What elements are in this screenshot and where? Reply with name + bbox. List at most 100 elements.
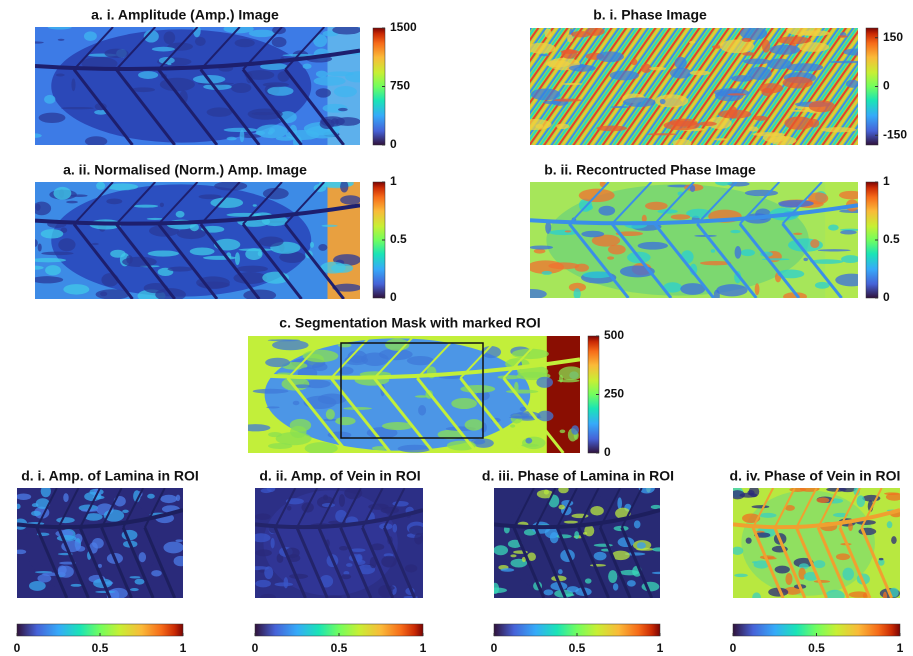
texture-blob (560, 429, 566, 433)
texture-blob (849, 591, 869, 597)
texture-blob (129, 576, 140, 578)
texture-blob (100, 292, 107, 297)
texture-blob (638, 242, 668, 250)
texture-blob (31, 276, 63, 283)
texture-blob (544, 29, 551, 38)
texture-blob (264, 566, 273, 579)
texture-blob (465, 419, 484, 430)
texture-blob (255, 513, 271, 520)
colorbar-tick-label: 0 (491, 641, 498, 655)
texture-blob (214, 181, 247, 190)
texture-blob (714, 290, 720, 302)
texture-blob (527, 43, 556, 54)
texture-blob (334, 86, 357, 97)
texture-blob (345, 71, 371, 82)
texture-blob (838, 35, 848, 37)
texture-blob (745, 190, 778, 197)
panel-image (486, 483, 665, 598)
texture-blob (808, 119, 819, 128)
colorbar-tick-label: 1 (420, 641, 427, 655)
texture-blob (542, 271, 552, 275)
texture-blob (253, 389, 289, 394)
texture-blob (835, 274, 868, 287)
texture-blob (160, 495, 177, 503)
texture-blob (699, 122, 717, 126)
texture-blob (346, 563, 353, 567)
texture-blob (61, 107, 94, 109)
panel-image (518, 25, 869, 147)
texture-blob (565, 230, 572, 232)
texture-blob (271, 538, 275, 549)
texture-blob (249, 30, 275, 38)
texture-blob (778, 200, 814, 207)
texture-blob (195, 37, 206, 46)
colorbar-tick-label: -150 (883, 127, 907, 141)
texture-blob (207, 107, 233, 116)
texture-blob (268, 339, 301, 341)
texture-blob (783, 77, 813, 89)
texture-blob (836, 553, 850, 560)
panel-image (27, 178, 362, 302)
texture-blob (381, 507, 400, 514)
texture-blob (175, 539, 183, 542)
texture-blob (611, 106, 630, 108)
texture-blob (727, 93, 745, 95)
texture-blob (84, 31, 97, 41)
texture-blob (841, 255, 860, 263)
texture-blob (41, 229, 64, 238)
texture-blob (752, 592, 761, 602)
texture-blob (39, 113, 66, 123)
texture-blob (564, 521, 578, 524)
texture-blob (546, 60, 570, 67)
texture-blob (652, 572, 666, 574)
colorbar-tick-label: 1 (390, 174, 397, 188)
texture-blob (106, 198, 122, 204)
colorbar-tick-label: 1500 (390, 20, 417, 34)
texture-blob (846, 80, 859, 88)
texture-blob (147, 218, 164, 220)
texture-blob (879, 558, 884, 560)
texture-blob (92, 243, 99, 245)
texture-blob (109, 588, 128, 599)
texture-blob (335, 417, 355, 425)
texture-blob (732, 547, 744, 555)
texture-blob (634, 520, 641, 528)
texture-blob (550, 532, 559, 543)
texture-blob (71, 584, 82, 587)
texture-blob (32, 239, 38, 247)
panel-title: a. i. Amplitude (Amp.) Image (91, 7, 279, 23)
texture-blob (138, 71, 158, 79)
texture-blob (728, 106, 737, 118)
texture-blob (287, 506, 292, 511)
texture-blob (559, 505, 565, 510)
texture-blob (617, 497, 622, 509)
texture-blob (631, 59, 637, 65)
texture-blob (58, 39, 65, 41)
texture-blob (711, 249, 715, 253)
texture-blob (227, 137, 237, 141)
texture-blob (451, 398, 477, 409)
texture-blob (56, 517, 74, 523)
texture-blob (735, 246, 742, 259)
colorbar-tick-label: 0.5 (883, 232, 900, 246)
texture-blob (152, 47, 175, 52)
texture-blob (590, 506, 603, 516)
texture-blob (647, 133, 677, 135)
texture-blob (558, 486, 568, 493)
panel-title: d. i. Amp. of Lamina in ROI (21, 468, 199, 484)
texture-blob (53, 187, 71, 200)
texture-blob (289, 574, 308, 579)
texture-blob (510, 424, 515, 427)
texture-blob (740, 27, 767, 40)
texture-blob (561, 49, 577, 59)
texture-blob (268, 443, 292, 449)
texture-blob (581, 231, 604, 238)
texture-blob (27, 41, 44, 43)
texture-blob (332, 25, 361, 34)
texture-blob (562, 83, 583, 85)
colorbar-tick-label: 0 (883, 79, 890, 93)
texture-blob (277, 372, 291, 374)
texture-blob (253, 204, 257, 206)
texture-blob (809, 100, 835, 112)
texture-blob (840, 230, 857, 234)
